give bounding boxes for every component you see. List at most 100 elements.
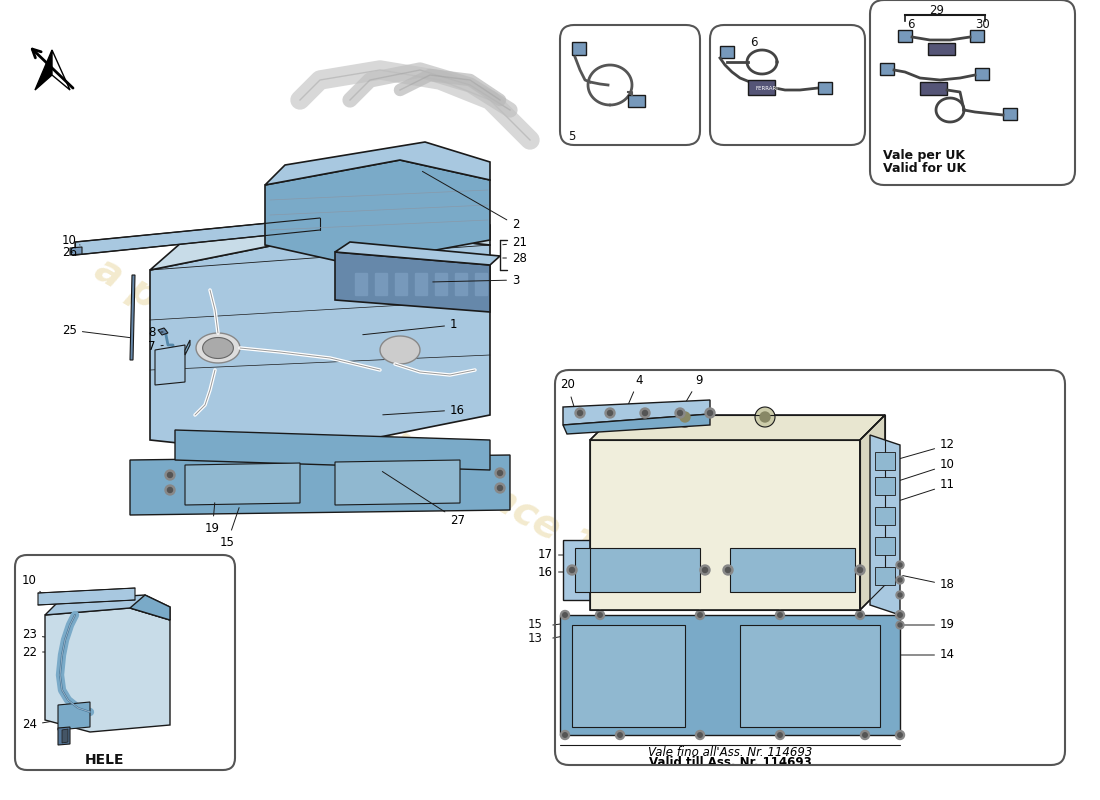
Text: 19: 19 <box>903 618 955 631</box>
Text: 16: 16 <box>383 403 465 417</box>
Polygon shape <box>202 338 233 358</box>
Text: HELE: HELE <box>86 753 124 767</box>
Polygon shape <box>150 230 490 455</box>
Circle shape <box>167 473 173 478</box>
Circle shape <box>697 613 702 618</box>
Polygon shape <box>58 727 70 745</box>
Circle shape <box>616 730 625 739</box>
Circle shape <box>778 613 782 618</box>
Text: 4: 4 <box>626 374 642 410</box>
Text: 6: 6 <box>908 18 914 30</box>
Circle shape <box>695 610 704 619</box>
Polygon shape <box>185 463 300 505</box>
Circle shape <box>896 621 904 629</box>
Polygon shape <box>572 625 685 727</box>
Circle shape <box>597 613 603 618</box>
Circle shape <box>563 733 568 738</box>
Polygon shape <box>75 218 320 255</box>
Polygon shape <box>45 595 170 620</box>
Text: 2: 2 <box>422 171 519 231</box>
Text: 13: 13 <box>528 631 543 645</box>
Circle shape <box>570 567 574 573</box>
Circle shape <box>862 733 867 738</box>
Circle shape <box>695 730 704 739</box>
Circle shape <box>898 578 902 582</box>
Circle shape <box>703 567 707 573</box>
Polygon shape <box>130 275 135 360</box>
Polygon shape <box>175 430 490 470</box>
Text: 8: 8 <box>148 326 163 338</box>
Bar <box>475 273 487 295</box>
Circle shape <box>495 468 505 478</box>
Circle shape <box>760 412 770 422</box>
Circle shape <box>898 563 902 567</box>
Polygon shape <box>870 435 900 615</box>
Text: Valid till Ass. Nr. 114693: Valid till Ass. Nr. 114693 <box>649 755 812 769</box>
Polygon shape <box>874 452 895 470</box>
Polygon shape <box>560 615 900 735</box>
Bar <box>455 273 468 295</box>
Circle shape <box>898 733 902 738</box>
Circle shape <box>705 408 715 418</box>
Circle shape <box>896 591 904 599</box>
Polygon shape <box>45 608 170 732</box>
Bar <box>375 273 387 295</box>
Polygon shape <box>265 160 490 265</box>
Circle shape <box>640 408 650 418</box>
Circle shape <box>495 483 505 493</box>
Circle shape <box>678 410 682 415</box>
Polygon shape <box>130 595 170 620</box>
Circle shape <box>855 565 865 575</box>
Text: 15: 15 <box>220 508 239 549</box>
Polygon shape <box>196 333 240 363</box>
Polygon shape <box>860 415 886 610</box>
Circle shape <box>595 610 605 619</box>
Text: 1: 1 <box>363 318 458 334</box>
Polygon shape <box>336 252 490 312</box>
Polygon shape <box>563 400 710 425</box>
Polygon shape <box>880 63 894 75</box>
Circle shape <box>675 407 695 427</box>
Circle shape <box>642 410 648 415</box>
Circle shape <box>898 623 902 627</box>
Text: 19: 19 <box>205 502 220 534</box>
Text: 25: 25 <box>62 323 130 338</box>
Text: 14: 14 <box>883 649 955 662</box>
Circle shape <box>697 733 702 738</box>
Circle shape <box>167 487 173 493</box>
Polygon shape <box>155 345 185 385</box>
Polygon shape <box>1003 108 1018 120</box>
Text: 24: 24 <box>22 718 57 731</box>
Circle shape <box>896 576 904 584</box>
Polygon shape <box>158 328 168 335</box>
Text: 16: 16 <box>538 566 564 578</box>
Text: 18: 18 <box>903 575 955 591</box>
Polygon shape <box>265 142 490 185</box>
Circle shape <box>563 613 568 618</box>
Text: a part of our parts since 1985: a part of our parts since 1985 <box>88 250 672 610</box>
Polygon shape <box>130 455 510 515</box>
Polygon shape <box>590 415 886 440</box>
Circle shape <box>776 730 784 739</box>
Text: 10: 10 <box>22 574 43 595</box>
Polygon shape <box>575 548 700 592</box>
Circle shape <box>165 485 175 495</box>
Circle shape <box>607 410 613 415</box>
Circle shape <box>895 610 904 619</box>
Polygon shape <box>572 42 586 55</box>
Circle shape <box>561 610 570 619</box>
Circle shape <box>858 613 862 618</box>
Text: 6: 6 <box>750 35 758 49</box>
Text: FERRARI: FERRARI <box>755 86 778 90</box>
Text: Vale fino all'Ass. Nr. 114693: Vale fino all'Ass. Nr. 114693 <box>648 746 812 758</box>
Text: 27: 27 <box>383 471 465 526</box>
Bar <box>395 273 407 295</box>
Circle shape <box>858 567 862 573</box>
Polygon shape <box>150 205 490 270</box>
Circle shape <box>680 412 690 422</box>
Circle shape <box>575 408 585 418</box>
Polygon shape <box>874 567 895 585</box>
Circle shape <box>675 408 685 418</box>
Polygon shape <box>730 548 855 592</box>
Polygon shape <box>590 440 860 610</box>
